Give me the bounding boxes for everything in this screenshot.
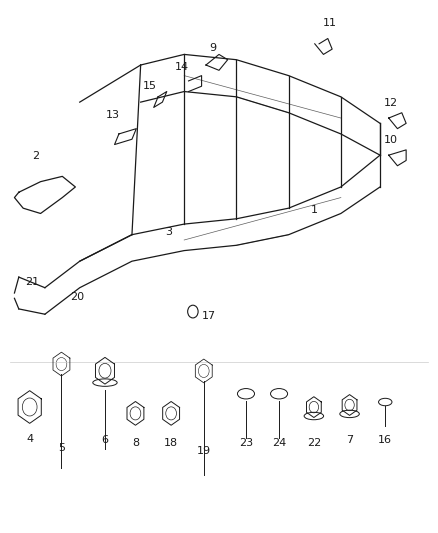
Text: 14: 14 [175,62,189,72]
Text: 17: 17 [201,311,215,321]
Text: 2: 2 [32,151,39,161]
Text: 6: 6 [102,435,109,446]
Text: 16: 16 [378,435,392,446]
Text: 8: 8 [132,438,139,448]
Text: 22: 22 [307,438,321,448]
Text: 15: 15 [142,81,156,91]
Text: 21: 21 [25,277,39,287]
Text: 13: 13 [106,110,120,120]
Text: 24: 24 [272,438,286,448]
Text: 12: 12 [384,98,398,108]
Text: 4: 4 [26,434,33,444]
Text: 3: 3 [166,227,173,237]
Text: 23: 23 [239,438,253,448]
Text: 10: 10 [384,135,398,146]
Text: 19: 19 [197,446,211,456]
Text: 1: 1 [311,205,318,215]
Text: 18: 18 [164,438,178,448]
Text: 20: 20 [71,292,85,302]
Text: 11: 11 [323,18,337,28]
Text: 5: 5 [58,443,65,453]
Text: 9: 9 [209,43,216,53]
Text: 7: 7 [346,435,353,446]
